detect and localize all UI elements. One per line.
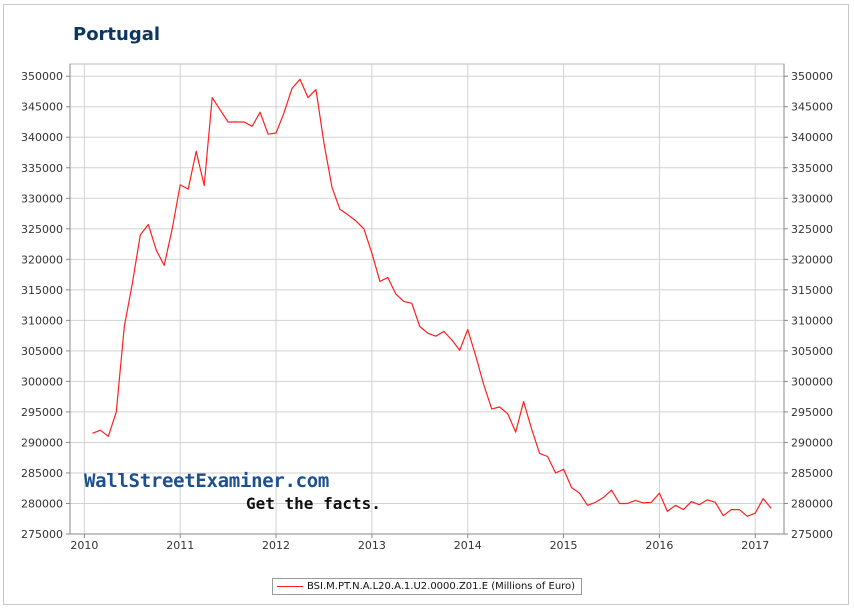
y-tick-label-right: 335000	[791, 162, 833, 175]
legend-swatch	[277, 586, 303, 587]
y-tick-label-right: 285000	[791, 467, 833, 480]
y-tick-label-left: 335000	[21, 162, 63, 175]
y-tick-label-right: 280000	[791, 497, 833, 510]
x-tick-label: 2017	[741, 539, 769, 552]
y-tick-label-right: 325000	[791, 223, 833, 236]
y-tick-label-right: 350000	[791, 70, 833, 83]
x-tick-label: 2015	[550, 539, 578, 552]
y-tick-label-right: 340000	[791, 131, 833, 144]
y-tick-label-right: 300000	[791, 375, 833, 388]
y-tick-label-right: 305000	[791, 345, 833, 358]
y-tick-label-right: 315000	[791, 284, 833, 297]
y-tick-label-right: 275000	[791, 528, 833, 541]
x-tick-label: 2010	[70, 539, 98, 552]
chart-title: Portugal	[73, 24, 161, 45]
series-layer	[92, 78, 772, 517]
y-tick-label-left: 340000	[21, 131, 63, 144]
watermark-site-name: WallStreetExaminer.com	[84, 470, 330, 492]
y-tick-label-left: 280000	[21, 497, 63, 510]
y-tick-label-right: 290000	[791, 436, 833, 449]
y-tick-label-right: 310000	[791, 314, 833, 327]
y-tick-label-left: 350000	[21, 70, 63, 83]
y-tick-label-right: 330000	[791, 192, 833, 205]
y-tick-label-left: 310000	[21, 314, 63, 327]
grid-lines	[69, 63, 785, 535]
y-tick-label-left: 320000	[21, 253, 63, 266]
watermark-tagline: Get the facts.	[246, 494, 381, 513]
y-tick-label-left: 295000	[21, 406, 63, 419]
y-tick-label-left: 285000	[21, 467, 63, 480]
y-tick-label-left: 290000	[21, 436, 63, 449]
x-tick-label: 2011	[166, 539, 194, 552]
x-tick-label: 2014	[454, 539, 482, 552]
y-tick-label-left: 345000	[21, 101, 63, 114]
y-tick-label-left: 325000	[21, 223, 63, 236]
tick-labels: 275000 275000 280000 280000 285000 285000 2900…	[21, 70, 833, 552]
y-tick-label-left: 305000	[21, 345, 63, 358]
axes	[66, 64, 788, 538]
legend-entry: BSI.M.PT.N.A.L20.A.1.U2.0000.Z01.E (Mill…	[307, 581, 576, 592]
y-tick-label-left: 300000	[21, 375, 63, 388]
y-tick-label-right: 345000	[791, 101, 833, 114]
series-line	[92, 78, 772, 517]
x-tick-label: 2012	[262, 539, 290, 552]
y-tick-label-right: 295000	[791, 406, 833, 419]
y-tick-label-left: 315000	[21, 284, 63, 297]
legend: BSI.M.PT.N.A.L20.A.1.U2.0000.Z01.E (Mill…	[272, 578, 583, 595]
watermark: WallStreetExaminer.com Get the facts.	[84, 470, 396, 520]
plot-area	[69, 63, 785, 535]
y-tick-label-left: 275000	[21, 528, 63, 541]
x-tick-label: 2016	[645, 539, 673, 552]
y-tick-label-right: 320000	[791, 253, 833, 266]
y-tick-label-left: 330000	[21, 192, 63, 205]
x-tick-label: 2013	[358, 539, 386, 552]
